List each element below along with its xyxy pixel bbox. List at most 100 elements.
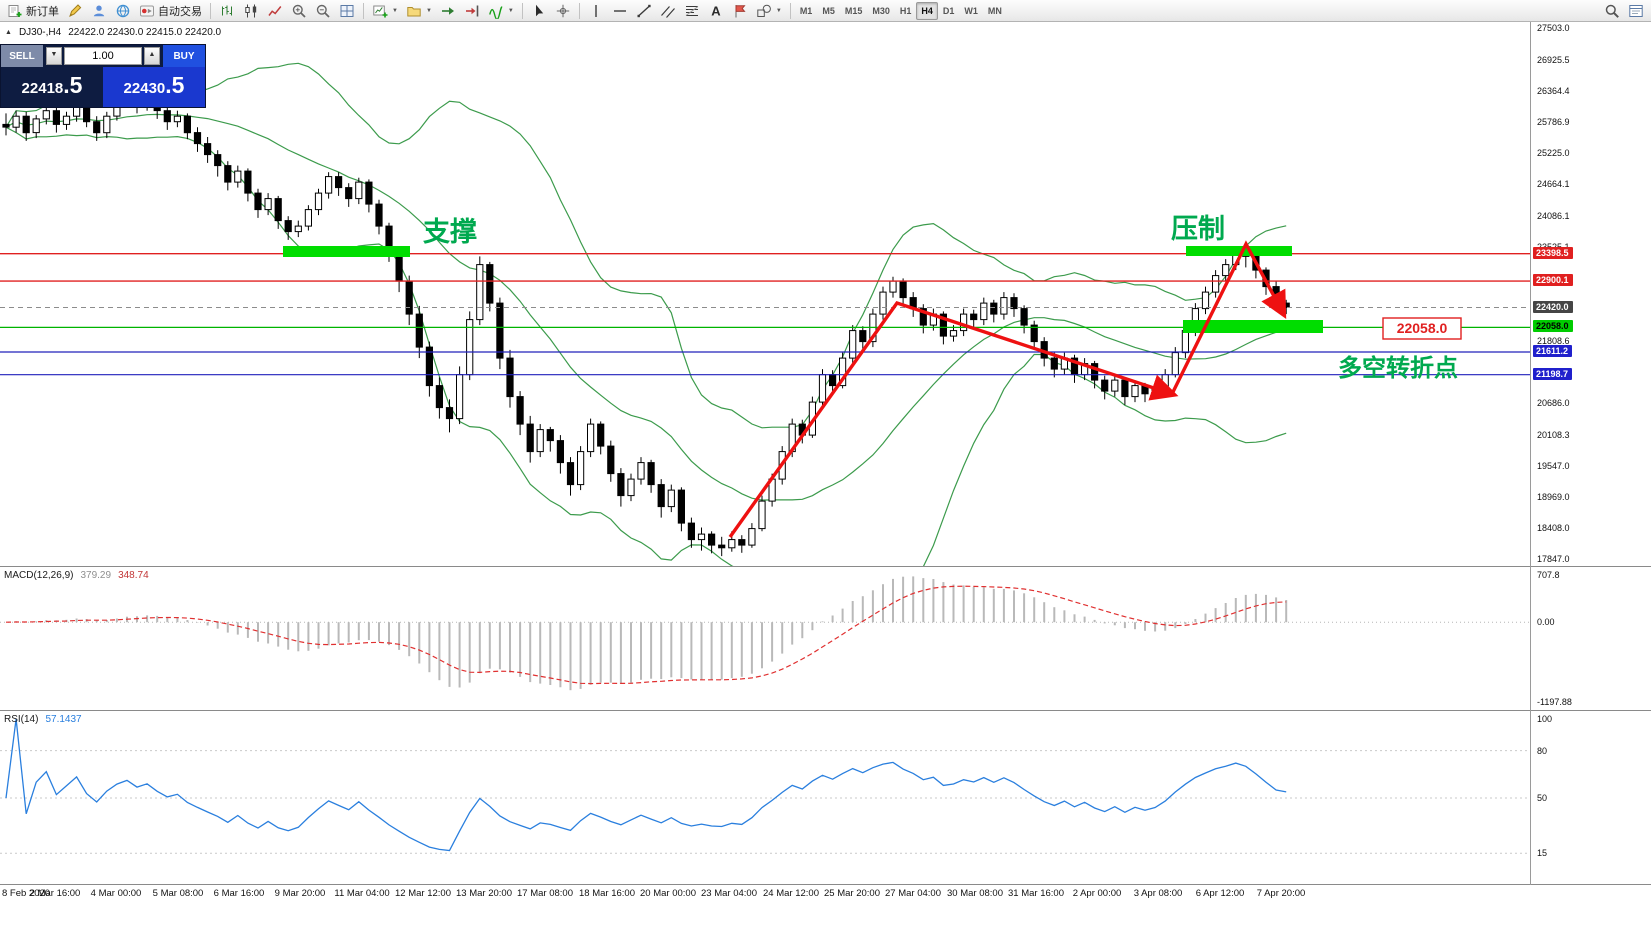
sell-tab[interactable]: SELL: [1, 45, 43, 67]
auto-trading-button[interactable]: 自动交易: [135, 1, 206, 21]
indicators-button[interactable]: ▼: [484, 1, 518, 21]
timeframe-h4-button[interactable]: H4: [916, 1, 938, 20]
crosshair-button[interactable]: [551, 1, 575, 21]
buy-price-button[interactable]: 22430.5: [103, 67, 205, 107]
timeframe-h1-button[interactable]: H1: [895, 2, 917, 20]
price-axis-label: 24664.1: [1537, 179, 1570, 189]
price-axis-label: 17847.0: [1537, 554, 1570, 564]
line-chart-button[interactable]: [263, 1, 287, 21]
sell-price-button[interactable]: 22418.5: [1, 67, 103, 107]
symbol-period: DJ30-,H4: [18, 27, 62, 38]
timeframe-mn-button[interactable]: MN: [983, 2, 1007, 20]
search-button[interactable]: [1600, 1, 1624, 21]
price-axis-border: [1530, 22, 1531, 885]
trendline-button[interactable]: [632, 1, 656, 21]
time-axis-label: 17 Mar 08:00: [517, 888, 573, 899]
webtrader-button[interactable]: [111, 1, 135, 21]
macd-panel[interactable]: 707.8 0.00 -1197.88 MACD(12,26,9) 379.29 348…: [0, 567, 1651, 710]
chart-shift-button[interactable]: [460, 1, 484, 21]
volume-control: ▼ ▲: [43, 45, 163, 67]
highlight-zones: [283, 246, 1323, 333]
price-axis-label: 20108.3: [1537, 430, 1570, 440]
macd-axis-label: 0.00: [1537, 617, 1555, 627]
bar-chart-icon: [219, 3, 235, 19]
time-axis-label: 6 Apr 12:00: [1195, 888, 1245, 899]
time-axis-label: 31 Mar 16:00: [1008, 888, 1064, 899]
toolbar-separator: [363, 2, 364, 19]
rsi-axis-label: 80: [1537, 746, 1548, 756]
tile-windows-button[interactable]: [335, 1, 359, 21]
new-order-label: 新订单: [26, 5, 59, 18]
chevron-down-icon: ▼: [775, 7, 782, 14]
tile-windows-icon: [339, 3, 355, 19]
toolbar-separator: [578, 2, 580, 19]
buy-tab[interactable]: BUY: [163, 45, 205, 67]
editor-button[interactable]: [63, 1, 87, 21]
rsi-axis: 100 80 50 15: [1531, 711, 1651, 884]
toolbar-right-group: [1600, 1, 1648, 21]
time-axis-label: 2 Mar 16:00: [29, 888, 81, 899]
chevron-down-icon: ▼: [392, 7, 398, 14]
time-axis-label: 30 Mar 08:00: [947, 888, 1003, 899]
timeframe-m30-button[interactable]: M30: [867, 2, 895, 20]
timeframe-m15-button[interactable]: M15: [840, 2, 868, 20]
time-axis-label: 9 Mar 20:00: [274, 888, 326, 899]
trade-panel-price-row: 22418.5 22430.5: [1, 67, 205, 107]
new-order-button[interactable]: 新订单: [3, 1, 63, 21]
volume-input[interactable]: [64, 47, 142, 65]
horizontal-line-button[interactable]: [608, 1, 632, 21]
sell-price-main: 22418: [21, 80, 64, 97]
zoom-in-icon: [291, 3, 307, 19]
price-axis-label: 19547.0: [1537, 461, 1570, 471]
panel-divider[interactable]: [0, 710, 1651, 711]
timeframe-d1-button[interactable]: D1: [938, 2, 960, 20]
text-tool-button[interactable]: A: [704, 1, 728, 21]
main-chart-panel[interactable]: 支撑 压制 多空转折点 22058.0 27503.0 26925.5 26364.4 25…: [0, 22, 1651, 566]
zoom-out-button[interactable]: [311, 1, 335, 21]
vertical-line-button[interactable]: [584, 1, 608, 21]
bar-chart-button[interactable]: [215, 1, 239, 21]
cursor-button[interactable]: [527, 1, 551, 21]
label-tool-button[interactable]: [728, 1, 752, 21]
timeframe-m5-button[interactable]: M5: [817, 2, 840, 20]
search-icon: [1604, 3, 1620, 19]
channel-button[interactable]: [656, 1, 680, 21]
rsi-panel[interactable]: 100 80 50 15 RSI(14) 57.1437: [0, 711, 1651, 884]
horizontal-line-icon: [612, 3, 628, 19]
indicators-icon: [488, 3, 504, 19]
time-axis: 8 Feb 2020 2 Mar 16:00 4 Mar 00:00 5 Mar 08…: [0, 885, 1530, 907]
volume-increase-button[interactable]: ▲: [144, 47, 160, 65]
candlestick-chart-button[interactable]: [239, 1, 263, 21]
time-axis-label: 11 Mar 04:00: [334, 888, 390, 899]
auto-trading-icon: [139, 3, 155, 19]
timeframe-m1-button[interactable]: M1: [795, 2, 818, 20]
timeframe-w1-button[interactable]: W1: [959, 2, 983, 20]
editor-icon: [67, 3, 83, 19]
time-axis-label: 12 Mar 12:00: [395, 888, 451, 899]
community-button[interactable]: [87, 1, 111, 21]
macd-axis: 707.8 0.00 -1197.88: [1531, 567, 1651, 710]
chart-profiles-button[interactable]: ▼: [402, 1, 436, 21]
price-tag-box: [1382, 317, 1462, 340]
volume-decrease-button[interactable]: ▼: [46, 47, 62, 65]
rsi-chart-svg: [0, 718, 1530, 854]
auto-scroll-button[interactable]: [436, 1, 460, 21]
trend-arrows: [728, 240, 1287, 538]
price-axis-label: 27503.0: [1537, 23, 1570, 33]
time-axis-label: 24 Mar 12:00: [763, 888, 819, 899]
support-annotation: 支撑: [423, 217, 477, 247]
time-axis-label: 5 Mar 08:00: [152, 888, 204, 899]
price-level-tag: 22900.1: [1533, 274, 1573, 286]
panel-divider[interactable]: [0, 566, 1651, 567]
shapes-button[interactable]: ▼: [752, 1, 786, 21]
new-chart-button[interactable]: ▼: [368, 1, 402, 21]
time-axis-label: 2 Apr 00:00: [1072, 888, 1122, 899]
new-order-icon: [7, 3, 23, 19]
data-window-button[interactable]: [1624, 1, 1648, 21]
rsi-axis-label: 50: [1537, 793, 1548, 803]
buy-price-fraction: .5: [165, 72, 185, 98]
zoom-in-button[interactable]: [287, 1, 311, 21]
fibonacci-button[interactable]: [680, 1, 704, 21]
